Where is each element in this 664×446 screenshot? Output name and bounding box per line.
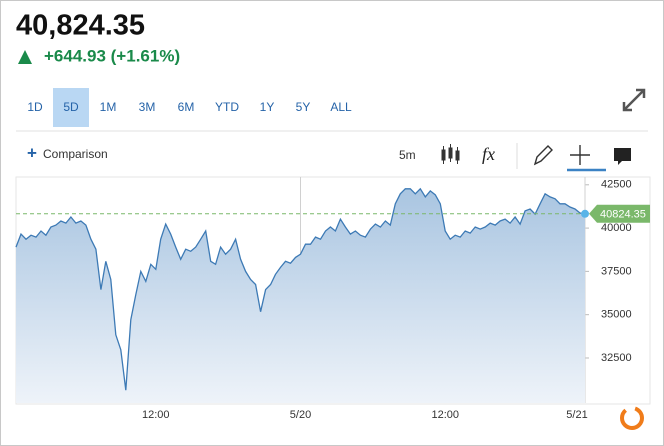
range-button[interactable]: 1Y [260,100,275,114]
range-button[interactable]: 1M [100,100,117,114]
candle-icon[interactable] [441,144,460,164]
y-tick-label: 37500 [601,265,632,277]
interval[interactable]: 5m [399,148,416,162]
active-range-bg [53,88,89,127]
x-tick-label: 12:00 [142,409,170,421]
fx-icon[interactable]: fx [482,144,495,164]
x-tick-label: 12:00 [431,409,459,421]
range-button[interactable]: 1D [27,100,43,114]
range-button[interactable]: 5Y [296,100,311,114]
comparison[interactable]: Comparison [43,147,108,161]
price-line [15,187,586,391]
last-price-dot [581,209,589,218]
y-tick-label: 40000 [601,222,632,234]
up-arrow [18,50,32,64]
y-tick-label: 42500 [601,179,632,191]
range-button[interactable]: 6M [178,100,195,114]
last-price-label: 40824.35 [600,209,646,221]
change: +644.93 (+1.61%) [44,46,180,65]
y-tick-label: 35000 [601,309,632,321]
x-tick-label: 5/20 [290,409,311,421]
logo [620,406,644,430]
range-button[interactable]: 5D [63,100,79,114]
plus[interactable]: + [27,143,37,162]
range-button[interactable]: YTD [215,100,239,114]
comment-icon[interactable] [614,148,631,165]
pencil-icon[interactable] [533,145,553,166]
last-price-tag [589,204,650,223]
range-button[interactable]: 3M [139,100,156,114]
area-fill [16,188,585,403]
price: 40,824.35 [16,10,145,42]
x-tick-label: 5/21 [566,409,587,421]
y-tick-label: 32500 [601,352,632,364]
crosshair-icon[interactable] [570,145,590,165]
expand-icon[interactable] [622,88,646,112]
range-button[interactable]: ALL [330,100,352,114]
